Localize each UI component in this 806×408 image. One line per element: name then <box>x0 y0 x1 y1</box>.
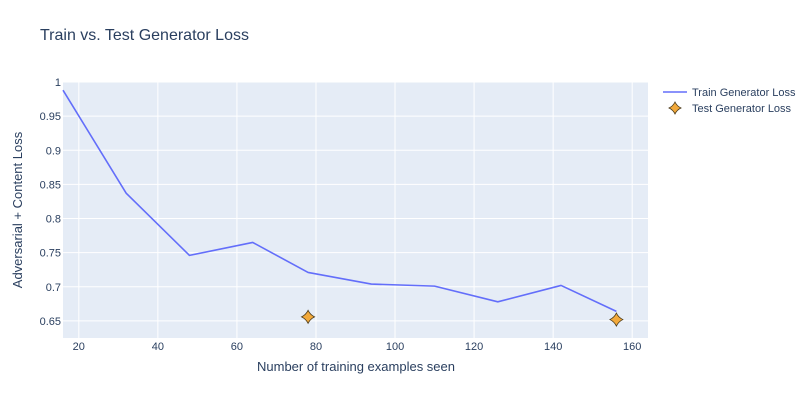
x-tick-label: 140 <box>544 341 562 353</box>
test-loss-marker <box>300 309 316 325</box>
x-tick-label: 20 <box>73 341 85 353</box>
plot-background <box>63 82 648 338</box>
y-tick-label: 0.8 <box>46 214 61 226</box>
y-tick-label: 1 <box>55 77 61 89</box>
x-tick-label: 60 <box>231 341 243 353</box>
y-tick-label: 0.85 <box>40 179 61 191</box>
x-tick-label: 40 <box>152 341 164 353</box>
legend-label[interactable]: Test Generator Loss <box>692 103 792 115</box>
y-tick-label: 0.65 <box>40 316 61 328</box>
legend: Train Generator Loss Test Generator Loss <box>663 87 796 115</box>
x-axis-title: Number of training examples seen <box>257 359 455 374</box>
x-tick-label: 120 <box>465 341 483 353</box>
plot-area: 20 40 60 80 100 120 140 160 0.65 0.7 0.75 0.8 0.85 0.… <box>40 77 648 353</box>
train-loss-line <box>62 89 617 313</box>
x-tick-label: 100 <box>386 341 404 353</box>
y-axis-title: Adversarial + Content Loss <box>10 131 25 288</box>
y-tick-label: 0.75 <box>40 248 61 260</box>
y-tick-label: 0.9 <box>46 145 61 157</box>
y-tick-label: 0.95 <box>40 111 61 123</box>
y-tick-label: 0.7 <box>46 282 61 294</box>
x-tick-label: 160 <box>623 341 641 353</box>
legend-swatch-test <box>668 101 682 115</box>
test-loss-marker <box>608 312 624 328</box>
x-tick-label: 80 <box>310 341 322 353</box>
chart-title: Train vs. Test Generator Loss <box>40 27 249 44</box>
legend-label[interactable]: Train Generator Loss <box>692 87 796 99</box>
